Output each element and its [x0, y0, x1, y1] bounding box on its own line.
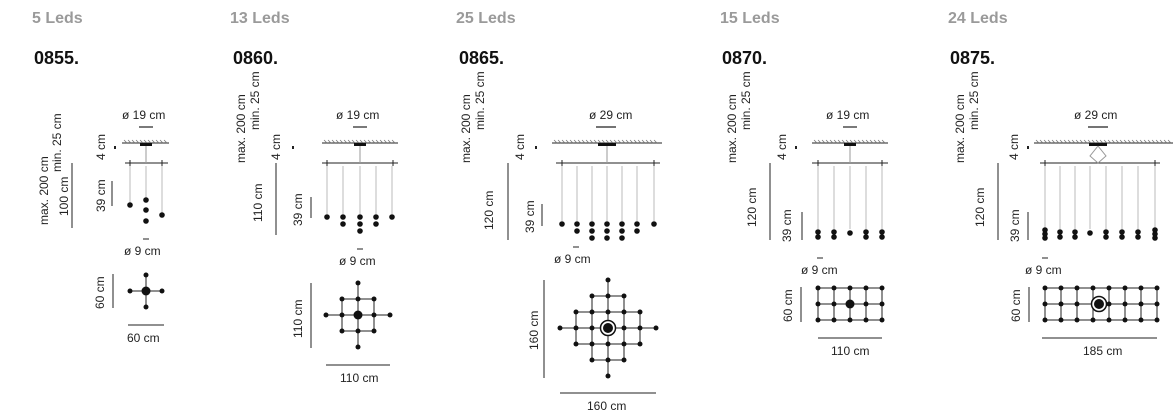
- cluster-label: 39 cm: [94, 179, 108, 212]
- ceiling: [322, 139, 398, 146]
- product-0875: 24 Leds 0875. max. 200 cm min. 25 cm ø 2…: [948, 0, 1173, 413]
- elevation-drawing: max. 200 cm min. 25 cm ø 19 cm 4 cm 110 …: [234, 71, 398, 385]
- canopy-label: ø 29 cm: [589, 108, 632, 122]
- led-pendants: [1042, 166, 1158, 241]
- led-pendants: [559, 166, 657, 241]
- led-diameter-label: ø 9 cm: [1025, 263, 1062, 277]
- elevation-drawing: max. 200 cm min. 25 cm ø 29 cm 4 cm 120 …: [953, 71, 1173, 358]
- led-count: 15 Leds: [720, 10, 780, 27]
- max-length-label: max. 200 cm: [459, 94, 473, 163]
- plan-view: [127, 272, 165, 310]
- plan-view: [1042, 285, 1160, 323]
- suspension-frame: [812, 146, 888, 166]
- ceiling: [1034, 139, 1173, 146]
- drop-label: 100 cm: [57, 177, 71, 216]
- gap-label: 4 cm: [1007, 134, 1021, 160]
- led-pendants: [815, 166, 885, 240]
- plan-width-label: 60 cm: [127, 331, 160, 345]
- cluster-label: 39 cm: [1008, 209, 1022, 242]
- led-count: 25 Leds: [456, 10, 516, 27]
- canopy-label: ø 19 cm: [336, 108, 379, 122]
- min-length-label: min. 25 cm: [739, 71, 753, 130]
- gap-label: 4 cm: [775, 134, 789, 160]
- drop-label: 110 cm: [251, 184, 265, 222]
- plan-width-label: 110 cm: [340, 371, 378, 385]
- plan-height-label: 60 cm: [93, 276, 107, 309]
- plan-height-label: 160 cm: [527, 311, 541, 350]
- canopy-label: ø 19 cm: [122, 108, 165, 122]
- canopy-label: ø 19 cm: [826, 108, 869, 122]
- suspension-frame: [125, 146, 168, 166]
- led-diameter-label: ø 9 cm: [339, 254, 376, 268]
- product-0865: 25 Leds 0865. max. 200 cm min. 25 cm ø 2…: [456, 0, 696, 413]
- min-length-label: min. 25 cm: [473, 71, 487, 130]
- model-number: 0855.: [34, 48, 80, 68]
- min-length-label: min. 25 cm: [967, 71, 981, 130]
- drop-label: 120 cm: [482, 191, 496, 230]
- cluster-label: 39 cm: [523, 200, 537, 233]
- led-diameter-label: ø 9 cm: [554, 252, 591, 266]
- min-length-label: min. 25 cm: [50, 113, 64, 172]
- gap-label: 4 cm: [513, 134, 527, 160]
- product-0860: 13 Leds 0860. max. 200 cm min. 25 cm ø 1…: [230, 0, 430, 413]
- suspension-frame: [322, 146, 398, 166]
- max-length-label: max. 200 cm: [37, 156, 51, 225]
- drop-label: 120 cm: [973, 188, 987, 227]
- led-count: 5 Leds: [32, 10, 83, 27]
- max-length-label: max. 200 cm: [725, 94, 739, 163]
- elevation-drawing: max. 200 cm min. 25 cm ø 29 cm 4 cm 120 …: [459, 71, 662, 413]
- led-diameter-label: ø 9 cm: [801, 263, 838, 277]
- cluster-label: 39 cm: [780, 209, 794, 242]
- gap-label: 4 cm: [269, 134, 283, 160]
- max-length-label: max. 200 cm: [234, 94, 248, 163]
- suspension-frame: [556, 146, 660, 166]
- model-number: 0860.: [233, 48, 279, 68]
- max-length-label: max. 200 cm: [953, 94, 967, 163]
- plan-view: [557, 277, 659, 379]
- plan-width-label: 185 cm: [1083, 344, 1122, 358]
- product-0870: 15 Leds 0870. max. 200 cm min. 25 cm ø 1…: [720, 0, 920, 413]
- led-pendants: [324, 166, 395, 234]
- drop-label: 120 cm: [745, 188, 759, 227]
- plan-height-label: 60 cm: [1009, 289, 1023, 322]
- plan-width-label: 110 cm: [831, 344, 869, 358]
- model-number: 0875.: [950, 48, 996, 68]
- ceiling: [552, 139, 662, 146]
- ceiling: [812, 139, 888, 146]
- led-count: 13 Leds: [230, 10, 290, 27]
- model-number: 0870.: [722, 48, 768, 68]
- product-0855: 5 Leds 0855. max. 200 cm min. 25 cm ø 19…: [32, 0, 212, 413]
- led-pendants: [127, 166, 165, 224]
- elevation-drawing: max. 200 cm min. 25 cm ø 19 cm 4 cm 120 …: [725, 71, 888, 358]
- led-count: 24 Leds: [948, 10, 1008, 27]
- cluster-label: 39 cm: [291, 193, 305, 226]
- plan-width-label: 160 cm: [587, 399, 626, 413]
- plan-view: [323, 280, 393, 350]
- model-number: 0865.: [459, 48, 505, 68]
- suspension-frame: [1040, 145, 1160, 166]
- ceiling: [122, 139, 169, 146]
- plan-height-label: 110 cm: [291, 300, 305, 338]
- gap-label: 4 cm: [94, 134, 108, 160]
- plan-view: [815, 285, 885, 323]
- plan-height-label: 60 cm: [781, 289, 795, 322]
- led-diameter-label: ø 9 cm: [124, 244, 161, 258]
- elevation-drawing: max. 200 cm min. 25 cm ø 19 cm 4 cm 100 …: [37, 108, 169, 345]
- min-length-label: min. 25 cm: [248, 71, 262, 130]
- canopy-label: ø 29 cm: [1074, 108, 1117, 122]
